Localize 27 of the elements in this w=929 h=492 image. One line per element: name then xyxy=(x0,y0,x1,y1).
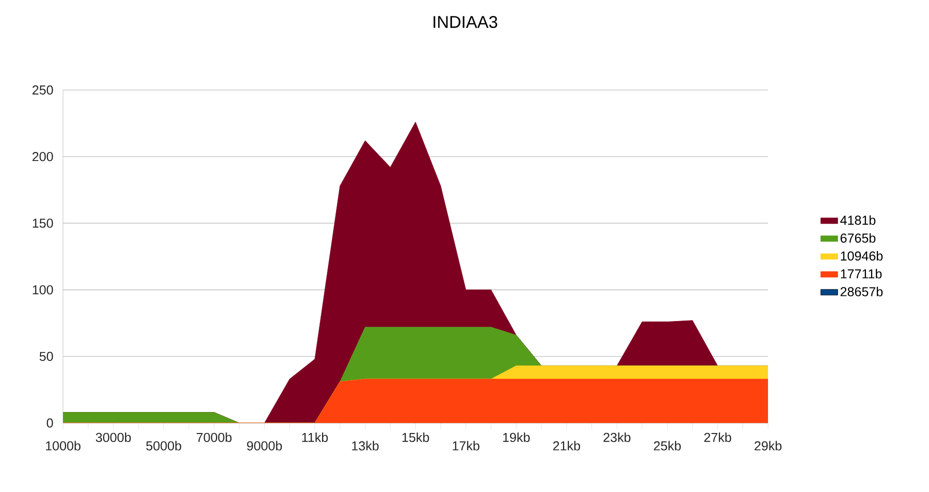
x-tick-label: 11kb xyxy=(302,432,328,442)
x-tick-label: 23kb xyxy=(604,432,630,442)
x-tick-label: 9000b xyxy=(247,440,282,450)
legend-label: 10946b xyxy=(840,251,883,261)
legend-label: 17711b xyxy=(840,268,882,278)
x-tick-label: 21kb xyxy=(553,440,580,450)
legend-label: 6765b xyxy=(840,233,876,243)
x-tick-label: 7000b xyxy=(196,432,232,442)
y-tick-label: 100 xyxy=(32,285,53,294)
y-tick-label: 200 xyxy=(32,152,53,162)
y-tick-label: 250 xyxy=(32,85,53,95)
x-tick-label: 5000b xyxy=(146,440,182,450)
legend-label: 28657b xyxy=(840,286,883,296)
x-tick-label: 27kb xyxy=(704,432,732,442)
x-tick-label: 17kb xyxy=(452,440,480,450)
x-tick-label: 25kb xyxy=(654,440,681,450)
x-tick-label: 19kb xyxy=(503,432,530,442)
x-tick-label: 15kb xyxy=(402,432,429,442)
chart-title: INDIAA3 xyxy=(434,16,498,28)
y-tick-label: 0 xyxy=(46,418,53,428)
y-tick-label: 50 xyxy=(40,352,53,361)
x-tick-label: 3000b xyxy=(96,432,131,442)
x-tick-label: 29kb xyxy=(754,440,782,450)
x-tick-label: 1000b xyxy=(46,440,80,450)
x-tick-label: 13kb xyxy=(352,440,379,450)
y-tick-label: 150 xyxy=(32,218,53,228)
legend-label: 4181b xyxy=(840,215,876,225)
